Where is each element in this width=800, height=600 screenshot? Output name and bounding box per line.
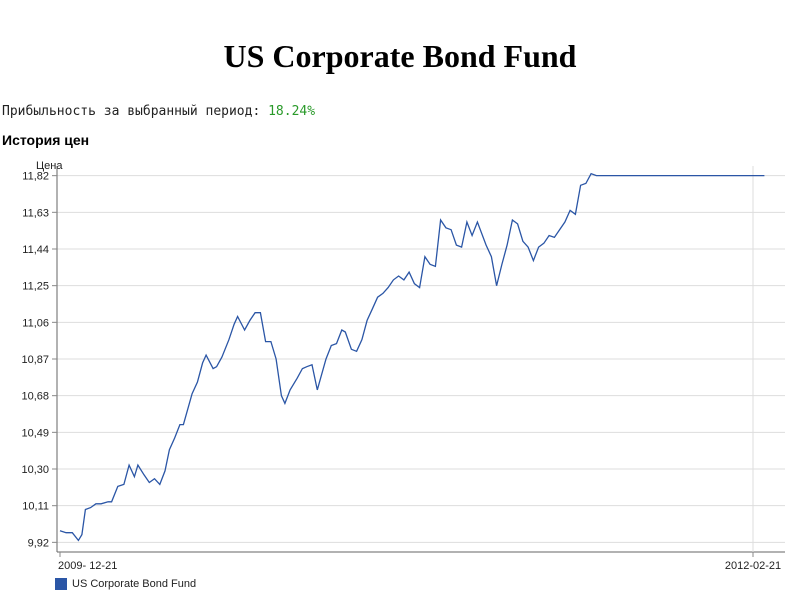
price-history-heading: История цен bbox=[2, 132, 90, 148]
y-tick-label: 10,30 bbox=[21, 464, 49, 476]
legend-label: US Corporate Bond Fund bbox=[72, 578, 197, 590]
legend: US Corporate Bond Fund bbox=[55, 578, 196, 590]
y-tick-label: 9,92 bbox=[28, 537, 49, 549]
y-axis-label: Цена bbox=[36, 160, 63, 172]
price-chart: Цена 9,92 10,11 10,30 10,49 10,68 10,87 11,06 1… bbox=[21, 160, 785, 572]
return-summary: Прибыльность за выбранный период: 18.24% bbox=[2, 104, 315, 119]
legend-swatch bbox=[55, 578, 67, 590]
y-tick-label: 10,87 bbox=[21, 354, 49, 366]
y-tick-label: 11,82 bbox=[22, 171, 49, 183]
return-value: 18.24% bbox=[268, 104, 316, 119]
x-tick-label: 2009- 12-21 bbox=[58, 560, 117, 572]
y-tick-label: 11,06 bbox=[22, 317, 49, 329]
y-axis-ticks: 9,92 10,11 10,30 10,49 10,68 10,87 11,06 11,25 1… bbox=[21, 171, 57, 549]
y-tick-label: 10,11 bbox=[22, 501, 49, 513]
grid-lines bbox=[56, 166, 785, 553]
y-tick-label: 11,25 bbox=[22, 281, 49, 293]
x-tick-label: 2012-02-21 bbox=[725, 560, 781, 572]
y-tick-label: 10,49 bbox=[21, 427, 49, 439]
x-axis-ticks: 2009- 12-21 2012-02-21 bbox=[58, 552, 781, 572]
page-title: US Corporate Bond Fund bbox=[223, 38, 577, 74]
y-tick-label: 11,63 bbox=[22, 207, 49, 219]
y-tick-label: 11,44 bbox=[22, 244, 49, 256]
y-tick-label: 10,68 bbox=[21, 391, 49, 403]
series-group bbox=[59, 172, 765, 542]
series-line bbox=[59, 172, 765, 542]
return-label: Прибыльность за выбранный период: bbox=[2, 104, 261, 119]
